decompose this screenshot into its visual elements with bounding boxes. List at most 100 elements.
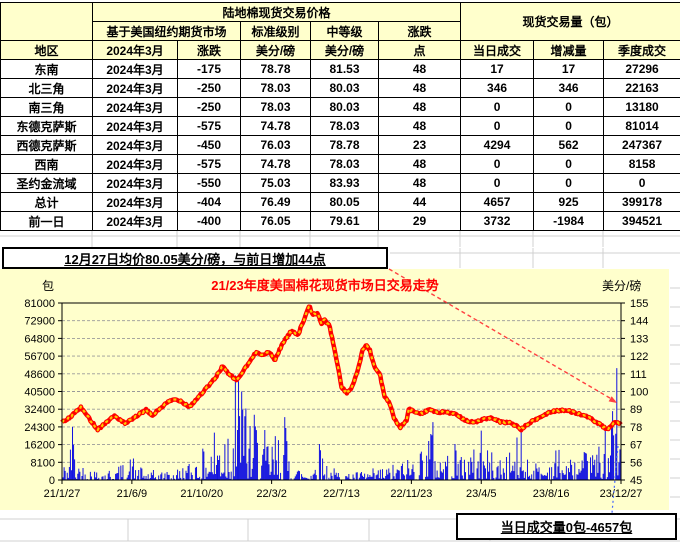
cell-region[interactable]: 西南 — [0, 154, 93, 174]
cell-volume-change[interactable]: 346 — [533, 78, 605, 98]
cell-month[interactable]: 2024年3月 — [92, 97, 178, 117]
col-header-volume-change[interactable]: 增减量 — [533, 40, 605, 60]
cell-region[interactable]: 前一日 — [0, 211, 93, 231]
col-header-month[interactable]: 2024年3月 — [92, 40, 178, 60]
cell-middle-price[interactable]: 83.93 — [310, 173, 379, 193]
cell-quarter-volume[interactable]: 0 — [603, 173, 680, 193]
cell-standard-price[interactable]: 76.49 — [240, 192, 311, 212]
cell-quarter-volume[interactable]: 399178 — [603, 192, 680, 212]
cell-points[interactable]: 48 — [377, 116, 462, 136]
cell-middle-price[interactable]: 80.05 — [310, 192, 379, 212]
col-header-daily-volume[interactable]: 当日成交 — [460, 40, 535, 60]
cell-change[interactable]: -400 — [177, 211, 241, 231]
cell-quarter-volume[interactable]: 81014 — [603, 116, 680, 136]
cell-month[interactable]: 2024年3月 — [92, 78, 178, 98]
cell-change[interactable]: -175 — [177, 59, 241, 79]
col-header-middle-unit[interactable]: 美分/磅 — [310, 40, 379, 60]
cell-daily-volume[interactable]: 0 — [460, 116, 535, 136]
cell-change[interactable]: -404 — [177, 192, 241, 212]
cell-middle-price[interactable]: 78.03 — [310, 154, 379, 174]
cell-standard-price[interactable]: 78.03 — [240, 97, 311, 117]
cell-points[interactable]: 48 — [377, 97, 462, 117]
corner-cell[interactable] — [0, 2, 93, 41]
cell-daily-volume[interactable]: 17 — [460, 59, 535, 79]
cell-middle-price[interactable]: 79.61 — [310, 211, 379, 231]
cell-points[interactable]: 48 — [377, 173, 462, 193]
cell-volume-change[interactable]: 0 — [533, 154, 605, 174]
cell-middle-price[interactable]: 81.53 — [310, 59, 379, 79]
cell-quarter-volume[interactable]: 22163 — [603, 78, 680, 98]
cell-daily-volume[interactable]: 0 — [460, 97, 535, 117]
cell-month[interactable]: 2024年3月 — [92, 59, 178, 79]
cell-standard-price[interactable]: 75.03 — [240, 173, 311, 193]
cell-volume-change[interactable]: 562 — [533, 135, 605, 155]
cell-middle-price[interactable]: 78.78 — [310, 135, 379, 155]
cell-daily-volume[interactable]: 0 — [460, 173, 535, 193]
change-header[interactable]: 涨跌 — [377, 21, 462, 41]
cell-volume-change[interactable]: 0 — [533, 173, 605, 193]
cell-region[interactable]: 圣约金流域 — [0, 173, 93, 193]
cell-points[interactable]: 23 — [377, 135, 462, 155]
cell-volume-change[interactable]: -1984 — [533, 211, 605, 231]
col-header-standard-unit[interactable]: 美分/磅 — [240, 40, 311, 60]
cell-change[interactable]: -250 — [177, 97, 241, 117]
cell-region[interactable]: 西德克萨斯 — [0, 135, 93, 155]
cell-region[interactable]: 南三角 — [0, 97, 93, 117]
cell-standard-price[interactable]: 76.03 — [240, 135, 311, 155]
cell-quarter-volume[interactable]: 27296 — [603, 59, 680, 79]
cell-change[interactable]: -250 — [177, 78, 241, 98]
cell-region[interactable]: 东德克萨斯 — [0, 116, 93, 136]
cell-standard-price[interactable]: 74.78 — [240, 154, 311, 174]
cell-daily-volume[interactable]: 3732 — [460, 211, 535, 231]
cell-quarter-volume[interactable]: 394521 — [603, 211, 680, 231]
cell-change[interactable]: -550 — [177, 173, 241, 193]
cell-middle-price[interactable]: 80.03 — [310, 78, 379, 98]
cell-quarter-volume[interactable]: 8158 — [603, 154, 680, 174]
cell-daily-volume[interactable]: 4294 — [460, 135, 535, 155]
cell-month[interactable]: 2024年3月 — [92, 192, 178, 212]
price-section-title[interactable]: 陆地棉现货交易价格 — [91, 2, 462, 22]
cell-standard-price[interactable]: 76.05 — [240, 211, 311, 231]
cell-standard-price[interactable]: 74.78 — [240, 116, 311, 136]
volume-section-title[interactable]: 现货交易量（包） — [460, 2, 680, 41]
cell-middle-price[interactable]: 80.03 — [310, 97, 379, 117]
cell-middle-price[interactable]: 78.03 — [310, 116, 379, 136]
cell-month[interactable]: 2024年3月 — [92, 116, 178, 136]
middle-grade-header[interactable]: 中等级 — [310, 21, 379, 41]
col-header-quarter-volume[interactable]: 季度成交 — [603, 40, 680, 60]
cell-standard-price[interactable]: 78.78 — [240, 59, 311, 79]
col-header-change[interactable]: 涨跌 — [177, 40, 241, 60]
cell-volume-change[interactable]: 17 — [533, 59, 605, 79]
cell-quarter-volume[interactable]: 247367 — [603, 135, 680, 155]
cell-month[interactable]: 2024年3月 — [92, 173, 178, 193]
cell-points[interactable]: 48 — [377, 59, 462, 79]
cell-month[interactable]: 2024年3月 — [92, 154, 178, 174]
cell-points[interactable]: 44 — [377, 192, 462, 212]
col-header-region[interactable]: 地区 — [0, 40, 93, 60]
cell-region[interactable]: 北三角 — [0, 78, 93, 98]
cell-region[interactable]: 总计 — [0, 192, 93, 212]
cell-change[interactable]: -575 — [177, 116, 241, 136]
cell-month[interactable]: 2024年3月 — [92, 135, 178, 155]
cell-daily-volume[interactable]: 0 — [460, 154, 535, 174]
futures-market-header[interactable]: 基于美国纽约期货市场 — [92, 21, 241, 41]
col-header-points[interactable]: 点 — [377, 40, 462, 60]
cell-volume-change[interactable]: 0 — [533, 116, 605, 136]
cell-region[interactable]: 东南 — [0, 59, 93, 79]
daily-volume-range-box[interactable]: 当日成交量0包-4657包 — [456, 513, 677, 540]
cell-quarter-volume[interactable]: 13180 — [603, 97, 680, 117]
cell-points[interactable]: 29 — [377, 211, 462, 231]
average-price-note-box[interactable]: 12月27日均价80.05美分/磅，与前日增加44点 — [2, 247, 388, 269]
cell-points[interactable]: 48 — [377, 154, 462, 174]
cell-month[interactable]: 2024年3月 — [92, 211, 178, 231]
cell-change[interactable]: -450 — [177, 135, 241, 155]
cell-volume-change[interactable]: 0 — [533, 97, 605, 117]
cell-volume-change[interactable]: 925 — [533, 192, 605, 212]
cell-standard-price[interactable]: 78.03 — [240, 78, 311, 98]
cell-points[interactable]: 48 — [377, 78, 462, 98]
cell-daily-volume[interactable]: 346 — [460, 78, 535, 98]
cell-change[interactable]: -575 — [177, 154, 241, 174]
standard-grade-header[interactable]: 标准级别 — [240, 21, 311, 41]
cell-daily-volume[interactable]: 4657 — [460, 192, 535, 212]
